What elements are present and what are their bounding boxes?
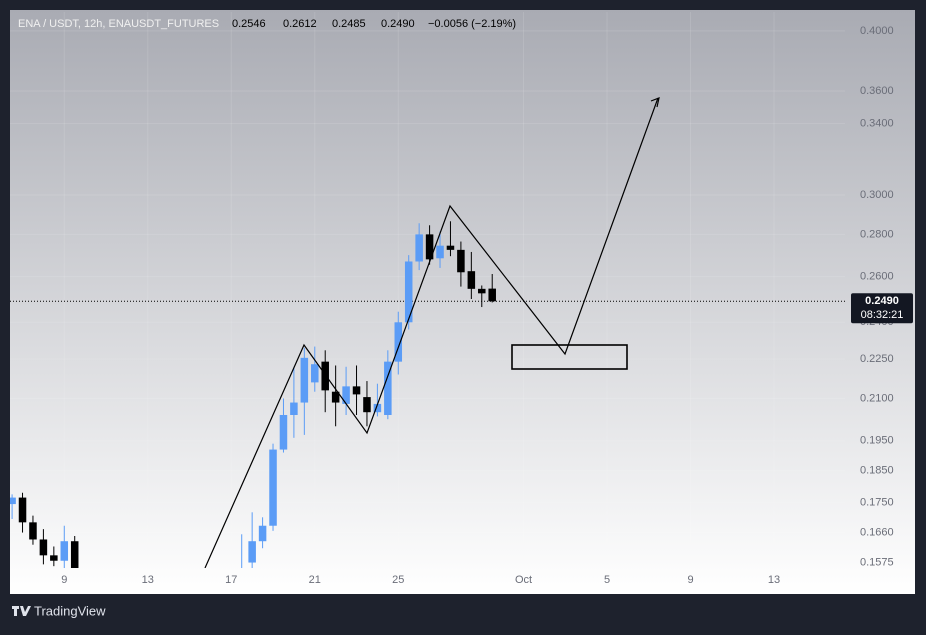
x-tick-label: 21 [309, 574, 321, 586]
arrow-head [650, 97, 660, 108]
y-tick-label: 0.1950 [860, 435, 894, 447]
y-tick-label: 0.3400 [860, 118, 894, 130]
chart-panel [10, 10, 915, 594]
candle-body [10, 497, 16, 505]
ohlc-value: −0.0056 (−2.19%) [428, 18, 516, 30]
target-zone [511, 344, 628, 370]
x-tick-label: 17 [225, 574, 237, 586]
y-tick-label: 0.4000 [860, 25, 894, 37]
last-price-label: 0.2490 [865, 295, 899, 307]
y-tick-label: 0.3600 [860, 85, 894, 97]
candle-body [415, 234, 423, 262]
y-tick-label: 0.2800 [860, 228, 894, 240]
candle-body [279, 414, 288, 450]
candle-body [425, 234, 434, 260]
y-tick-label: 0.1660 [860, 526, 894, 538]
candle-body [478, 288, 486, 294]
candle-body [18, 497, 27, 523]
countdown: 08:32:21 [861, 309, 904, 321]
ohlc-value: 0.2485 [332, 18, 366, 30]
candle-body [446, 245, 455, 250]
candle-body [394, 322, 403, 362]
candle-body [436, 245, 444, 259]
candle-body [331, 391, 340, 403]
y-tick-label: 0.2250 [860, 353, 894, 365]
x-tick-label: 9 [687, 574, 693, 586]
candle-body [269, 449, 277, 526]
candle-body [384, 361, 392, 415]
candle-body [321, 361, 329, 391]
last-price-box [851, 293, 913, 324]
y-tick-label: 0.2100 [860, 392, 894, 404]
candle-body [467, 271, 476, 289]
candle-body [60, 541, 69, 561]
branding: TradingView [12, 603, 106, 618]
y-tick-label: 0.3000 [860, 189, 894, 201]
x-tick-label: Oct [515, 574, 532, 586]
x-tick-label: 5 [604, 574, 610, 586]
y-tick-label: 0.1850 [860, 465, 894, 477]
logo [12, 606, 31, 616]
candle-body [50, 555, 58, 561]
candle-body [248, 541, 256, 563]
candle-body [363, 397, 371, 413]
candle-body [457, 249, 465, 273]
ohlc-value: 0.2612 [283, 18, 317, 30]
candle-body [300, 357, 309, 403]
y-tick-label: 0.1575 [860, 556, 894, 568]
ohlc-value: 0.2546 [232, 18, 266, 30]
x-tick-label: 9 [61, 574, 67, 586]
x-tick-label: 13 [768, 574, 780, 586]
candle-body [258, 525, 267, 542]
brand-name: TradingView [34, 603, 106, 618]
y-tick-label: 0.1750 [860, 496, 894, 508]
ohlc-value: 0.2490 [381, 18, 415, 30]
x-tick-label: 25 [392, 574, 404, 586]
trend-path [204, 97, 659, 568]
candle-body [342, 386, 350, 404]
candle-body [29, 522, 37, 540]
candle-body [70, 541, 79, 568]
symbol-title: ENA / USDT, 12h, ENAUSDT_FUTURES [18, 18, 219, 30]
candle-body [352, 386, 361, 395]
drawings [204, 97, 660, 568]
candle-body [290, 402, 298, 415]
candle-body [39, 539, 48, 556]
candle-body [404, 261, 413, 323]
x-tick-label: 13 [142, 574, 154, 586]
candle-body [488, 288, 496, 302]
y-tick-label: 0.2600 [860, 271, 894, 283]
candle-body [311, 364, 319, 383]
candle-body [373, 403, 382, 413]
